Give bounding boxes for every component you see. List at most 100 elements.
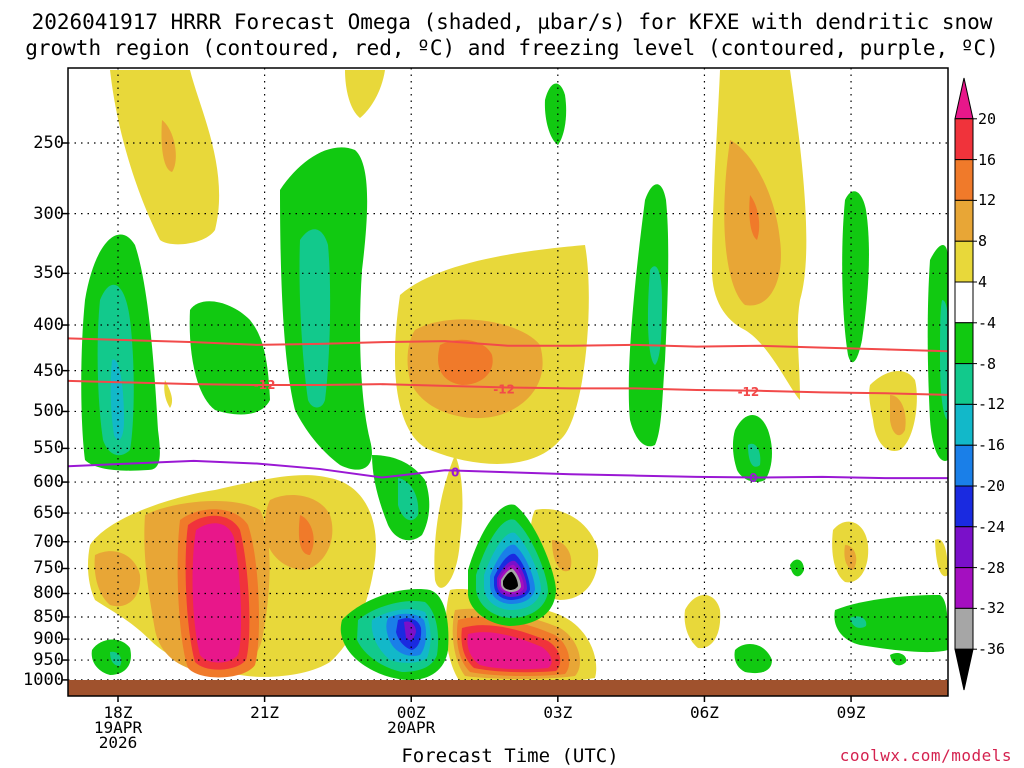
omega-contour-region xyxy=(850,616,867,628)
y-tick-label: 500 xyxy=(33,401,64,422)
colorbar-swatch xyxy=(954,159,974,201)
chart-title-line1: 2026041917 HRRR Forecast Omega (shaded, … xyxy=(31,10,993,34)
omega-contour-region xyxy=(552,540,572,572)
colorbar-label: -32 xyxy=(978,599,1006,618)
colorbar-label: -28 xyxy=(978,558,1006,577)
omega-contour-region xyxy=(890,395,906,436)
y-tick-label: 1000 xyxy=(23,669,64,690)
y-tick-label: 850 xyxy=(33,606,64,627)
colorbar-swatch xyxy=(954,118,974,161)
omega-contour-region xyxy=(890,652,907,666)
omega-contour-region xyxy=(94,551,141,607)
colorbar-label: 16 xyxy=(978,150,997,169)
y-tick-label: 400 xyxy=(33,315,64,336)
colorbar-label: -36 xyxy=(978,640,1006,659)
x-tick-label: 03Z xyxy=(543,703,573,722)
omega-contour-region xyxy=(264,495,333,570)
omega-contour-region xyxy=(404,621,416,640)
omega-contour-region xyxy=(844,545,857,570)
omega-contour-region xyxy=(842,191,869,363)
x-tick-label: 06Z xyxy=(689,703,719,722)
x-tick-label: 20APR xyxy=(387,718,436,737)
omega-contour-region xyxy=(940,300,948,420)
colorbar-label: -8 xyxy=(978,354,997,373)
omega-contour-region xyxy=(834,595,948,653)
contour-label: -12 xyxy=(254,378,276,392)
colorbar-swatch xyxy=(954,444,974,487)
x-tick-label: 19APR xyxy=(93,718,143,737)
contour-label: -12 xyxy=(493,382,515,396)
x-tick-label: 09Z xyxy=(836,703,866,722)
contour-dendritic-bottom xyxy=(68,379,948,396)
colorbar-label: -20 xyxy=(978,477,1006,495)
y-tick-label: 250 xyxy=(33,133,64,153)
colorbar-label: -12 xyxy=(978,395,1006,414)
colorbar-swatch xyxy=(954,526,974,569)
temperature-contours: -12 -12 -12 0 0 xyxy=(68,337,948,485)
y-tick-label: 300 xyxy=(33,203,64,224)
omega-contour-region xyxy=(110,359,124,440)
colorbar-label: 8 xyxy=(978,232,988,251)
plot-frame xyxy=(67,67,949,697)
y-tick-label: 350 xyxy=(33,263,64,284)
y-tick-label: 900 xyxy=(33,629,64,650)
contour-label: 0 xyxy=(749,471,757,485)
colorbar-label: -16 xyxy=(978,436,1006,455)
y-tick-label: 650 xyxy=(33,503,64,524)
y-tick-label: 550 xyxy=(33,438,64,459)
grid xyxy=(68,68,948,696)
colorbar-swatch xyxy=(954,363,974,405)
colorbar-label: -4 xyxy=(978,313,997,332)
y-tick-label: 950 xyxy=(33,650,64,671)
colorbar-label: 20 xyxy=(978,109,997,128)
ground-bar xyxy=(68,680,948,696)
colorbar-swatch xyxy=(954,322,974,365)
contour-label: -12 xyxy=(738,385,760,399)
contour-freezing-level xyxy=(68,459,948,480)
colorbar-swatch xyxy=(954,199,974,242)
omega-contour-region xyxy=(748,443,761,467)
omega-contour-region xyxy=(647,266,662,365)
omega-contour-region xyxy=(734,644,772,674)
chart-title-line2: growth region (contoured, red, ºC) and f… xyxy=(25,36,999,60)
colorbar-swatch xyxy=(954,403,974,446)
omega-contour-region xyxy=(503,571,518,590)
omega-contour-region xyxy=(164,380,173,408)
omega-contour-region xyxy=(684,595,721,649)
y-tick-label: 750 xyxy=(33,558,64,579)
omega-contour-region xyxy=(192,523,242,663)
contour-dendritic-top xyxy=(68,337,948,353)
omega-contour-region xyxy=(298,515,314,555)
x-tick-label: 21Z xyxy=(250,703,280,722)
omega-contour-region xyxy=(345,70,385,118)
x-axis-ticks xyxy=(117,696,852,702)
x-tick-label: 00Z xyxy=(396,703,426,722)
y-tick-label: 800 xyxy=(33,583,64,604)
omega-contour-region xyxy=(935,539,948,577)
omega-contour-region xyxy=(434,455,463,588)
omega-contour-region xyxy=(189,301,270,415)
omega-contour-region xyxy=(398,478,419,521)
y-tick-label: 600 xyxy=(33,472,64,493)
colorbar-swatch xyxy=(954,281,974,324)
contour-label: 0 xyxy=(451,466,459,480)
y-tick-label: 450 xyxy=(33,360,64,381)
omega-contour-region xyxy=(438,339,493,385)
colorbar-label: 4 xyxy=(978,273,988,291)
omega-field xyxy=(81,70,948,684)
omega-contour-region xyxy=(110,651,122,666)
colorbar-swatch xyxy=(954,77,974,120)
y-tick-label: 700 xyxy=(33,531,64,552)
x-tick-label: 2026 xyxy=(98,733,138,752)
x-axis-title: Forecast Time (UTC) xyxy=(401,745,619,767)
colorbar-label: 12 xyxy=(978,191,997,210)
colorbar-swatch xyxy=(954,485,974,528)
credit-link[interactable]: coolwx.com/models xyxy=(839,746,1012,765)
colorbar-swatch xyxy=(954,240,974,283)
colorbar-swatch xyxy=(954,648,974,691)
colorbar-swatch xyxy=(954,607,974,650)
omega-contour-region xyxy=(749,195,760,240)
colorbar-label: -24 xyxy=(978,517,1006,536)
omega-contour-region xyxy=(544,83,567,145)
